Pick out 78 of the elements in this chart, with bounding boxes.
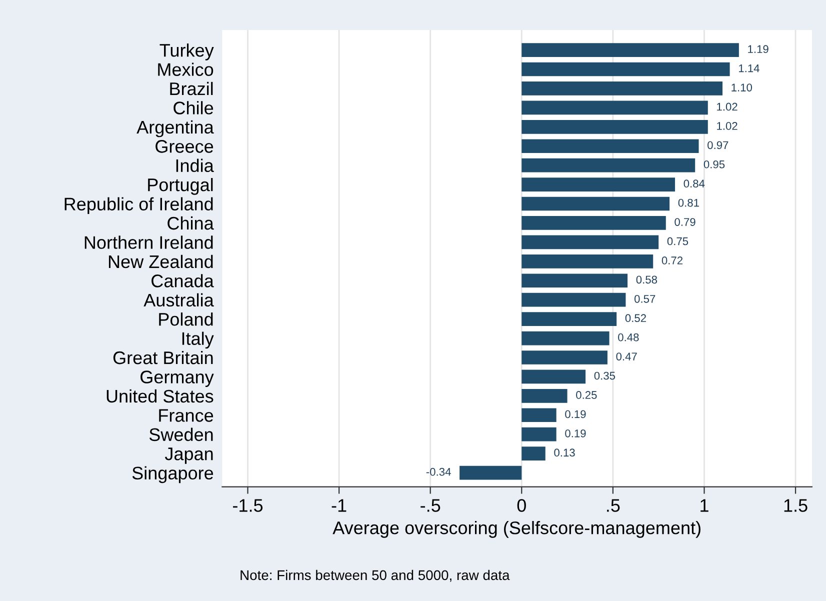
y-tick-label: Italy (182, 332, 214, 349)
data-label: -0.34 (426, 468, 451, 476)
y-tick-label: Portugal (148, 178, 213, 195)
bar (522, 178, 676, 192)
data-label: 0.19 (565, 429, 586, 438)
data-label: 0.25 (576, 391, 597, 399)
y-tick-label: Canada (152, 274, 214, 288)
x-tick-label: .5 (607, 499, 620, 512)
data-label: 1.02 (717, 122, 738, 130)
data-label: 0.35 (594, 372, 616, 380)
y-tick-label: Germany (140, 370, 214, 387)
bar (522, 139, 699, 154)
data-label: 0.52 (625, 314, 646, 322)
y-tick-label: United States (106, 389, 214, 403)
x-tick-label: 1 (700, 499, 708, 512)
y-tick-label: Great Britain (113, 350, 213, 364)
bar (522, 254, 654, 268)
data-label: 0.48 (618, 333, 639, 342)
y-tick-label: Sweden (149, 428, 213, 442)
data-label: 0.95 (704, 160, 725, 168)
bar (522, 196, 670, 211)
bar (522, 292, 626, 307)
data-label: 0.75 (667, 237, 688, 246)
y-tick-label: Australia (144, 293, 214, 307)
data-label: 0.97 (708, 141, 728, 150)
y-tick-label: Mexico (158, 62, 214, 76)
x-tick-label: 0 (517, 499, 526, 512)
bar (522, 370, 586, 384)
data-label: 1.10 (732, 84, 752, 92)
data-label: 1.14 (738, 64, 760, 72)
y-tick-label: Greece (156, 140, 214, 153)
bar (522, 408, 556, 422)
y-tick-label: Singapore (132, 466, 214, 484)
data-label: 0.81 (678, 198, 699, 207)
y-tick-label: France (159, 409, 214, 422)
bar (522, 216, 666, 230)
x-tick-label: -1 (332, 499, 346, 512)
y-tick-label: Chile (174, 101, 214, 114)
bar (522, 43, 739, 57)
y-tick-label: Japan (164, 448, 213, 464)
bar (522, 350, 608, 364)
data-label: 0.72 (662, 256, 683, 264)
bar (522, 427, 556, 442)
y-tick-label: India (176, 158, 214, 172)
data-label: 0.57 (634, 294, 656, 303)
y-tick-label: Poland (159, 312, 213, 326)
bar (522, 120, 708, 134)
x-tick-label: -.5 (420, 499, 440, 512)
data-label: 0.79 (674, 218, 696, 226)
data-label: 1.02 (717, 102, 738, 111)
text: Note: Firms between 50 and 5000, raw data (240, 570, 510, 582)
y-tick-label: Republic of Ireland (64, 197, 213, 214)
x-axis-title: Average overscoring (Selfscore-management) (332, 521, 700, 538)
y-tick-label: Turkey (160, 43, 214, 60)
bar (460, 466, 522, 480)
data-label: 1.19 (748, 45, 768, 54)
y-tick-label: Argentina (136, 120, 214, 138)
bar (522, 274, 628, 288)
bar (522, 158, 696, 172)
bar (522, 446, 546, 460)
bar (522, 312, 617, 326)
y-tick-label: New Zealand (108, 254, 213, 268)
data-label: 0.47 (616, 352, 637, 360)
bar (522, 82, 722, 96)
bar (522, 331, 610, 346)
x-tick-label: -1.5 (233, 499, 263, 512)
y-tick-label: Northern Ireland (84, 236, 213, 249)
data-label: 0.58 (636, 276, 658, 284)
data-label: 0.19 (565, 410, 586, 418)
y-tick-label: Brazil (170, 82, 213, 96)
y-tick-label: China (168, 216, 214, 230)
data-label: 0.84 (684, 180, 705, 188)
bar (522, 100, 708, 115)
x-tick-label: 1.5 (784, 499, 808, 512)
bar (522, 62, 730, 76)
bar (522, 389, 568, 403)
bar (522, 235, 659, 250)
data-label: 0.13 (554, 448, 575, 457)
